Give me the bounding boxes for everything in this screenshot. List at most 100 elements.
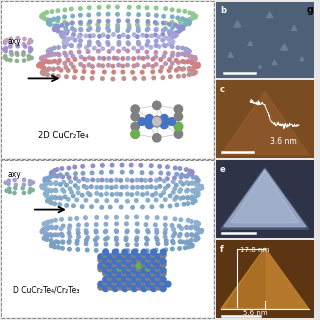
- Circle shape: [115, 230, 118, 233]
- Circle shape: [55, 168, 59, 171]
- Circle shape: [74, 69, 77, 73]
- Circle shape: [185, 189, 188, 193]
- Circle shape: [133, 77, 136, 80]
- Circle shape: [154, 51, 158, 54]
- Circle shape: [62, 190, 66, 193]
- Circle shape: [74, 177, 77, 180]
- Circle shape: [9, 45, 12, 48]
- Circle shape: [199, 230, 203, 234]
- Circle shape: [127, 42, 130, 46]
- Circle shape: [56, 52, 60, 56]
- Circle shape: [60, 218, 63, 221]
- Circle shape: [122, 286, 128, 292]
- Circle shape: [145, 28, 149, 32]
- Circle shape: [22, 53, 25, 56]
- Circle shape: [98, 56, 101, 60]
- Circle shape: [41, 57, 45, 60]
- Circle shape: [63, 8, 67, 12]
- Circle shape: [117, 272, 123, 278]
- Circle shape: [98, 266, 104, 272]
- Circle shape: [194, 224, 197, 228]
- Circle shape: [196, 179, 200, 182]
- Circle shape: [181, 46, 184, 50]
- Circle shape: [195, 177, 199, 180]
- Circle shape: [54, 182, 57, 185]
- Circle shape: [122, 252, 128, 258]
- Circle shape: [136, 23, 139, 27]
- Circle shape: [150, 205, 154, 209]
- Circle shape: [186, 202, 190, 205]
- Circle shape: [145, 216, 149, 219]
- Circle shape: [126, 19, 130, 23]
- Circle shape: [178, 20, 182, 23]
- Circle shape: [64, 66, 68, 69]
- Circle shape: [72, 65, 75, 69]
- Circle shape: [167, 30, 171, 33]
- Circle shape: [180, 68, 184, 71]
- Circle shape: [94, 243, 98, 246]
- Circle shape: [42, 61, 45, 65]
- Circle shape: [47, 21, 51, 24]
- Circle shape: [40, 71, 44, 74]
- Circle shape: [162, 44, 166, 47]
- Circle shape: [46, 68, 50, 71]
- Circle shape: [61, 188, 64, 192]
- Circle shape: [155, 6, 158, 10]
- Circle shape: [107, 50, 111, 53]
- Circle shape: [116, 5, 119, 9]
- Circle shape: [170, 45, 174, 48]
- Circle shape: [131, 130, 139, 138]
- Circle shape: [42, 227, 45, 231]
- Circle shape: [171, 15, 174, 19]
- Circle shape: [132, 277, 137, 283]
- Circle shape: [171, 61, 174, 65]
- Circle shape: [24, 45, 27, 48]
- Circle shape: [189, 172, 193, 176]
- Circle shape: [41, 229, 44, 233]
- Circle shape: [188, 50, 191, 53]
- Circle shape: [164, 44, 167, 48]
- Circle shape: [164, 248, 168, 252]
- Circle shape: [196, 237, 199, 241]
- Text: c: c: [220, 85, 225, 94]
- Circle shape: [147, 13, 150, 16]
- Circle shape: [86, 192, 90, 195]
- Circle shape: [136, 263, 142, 269]
- Circle shape: [43, 187, 46, 190]
- Circle shape: [154, 198, 158, 202]
- Circle shape: [155, 231, 158, 234]
- Circle shape: [75, 198, 78, 202]
- Circle shape: [145, 50, 148, 54]
- Circle shape: [50, 60, 53, 64]
- Circle shape: [57, 53, 61, 57]
- Circle shape: [45, 191, 48, 195]
- Circle shape: [50, 242, 53, 246]
- Circle shape: [177, 61, 180, 64]
- Circle shape: [190, 195, 194, 199]
- Circle shape: [172, 180, 175, 183]
- Circle shape: [136, 284, 142, 290]
- Circle shape: [126, 57, 130, 60]
- Circle shape: [50, 226, 54, 229]
- Circle shape: [195, 176, 198, 180]
- Circle shape: [151, 277, 156, 283]
- Circle shape: [198, 187, 202, 191]
- Circle shape: [67, 176, 71, 179]
- Circle shape: [194, 70, 197, 74]
- Circle shape: [56, 233, 60, 237]
- Circle shape: [40, 15, 44, 19]
- Circle shape: [184, 52, 187, 55]
- Circle shape: [132, 64, 136, 68]
- Circle shape: [71, 21, 74, 25]
- Circle shape: [192, 198, 195, 202]
- Circle shape: [155, 236, 158, 239]
- Circle shape: [175, 172, 179, 176]
- Circle shape: [144, 236, 148, 240]
- Circle shape: [146, 257, 152, 263]
- Circle shape: [45, 238, 49, 241]
- Circle shape: [21, 187, 24, 190]
- Circle shape: [194, 188, 198, 191]
- Circle shape: [54, 219, 57, 222]
- Circle shape: [45, 190, 49, 194]
- Circle shape: [125, 215, 129, 219]
